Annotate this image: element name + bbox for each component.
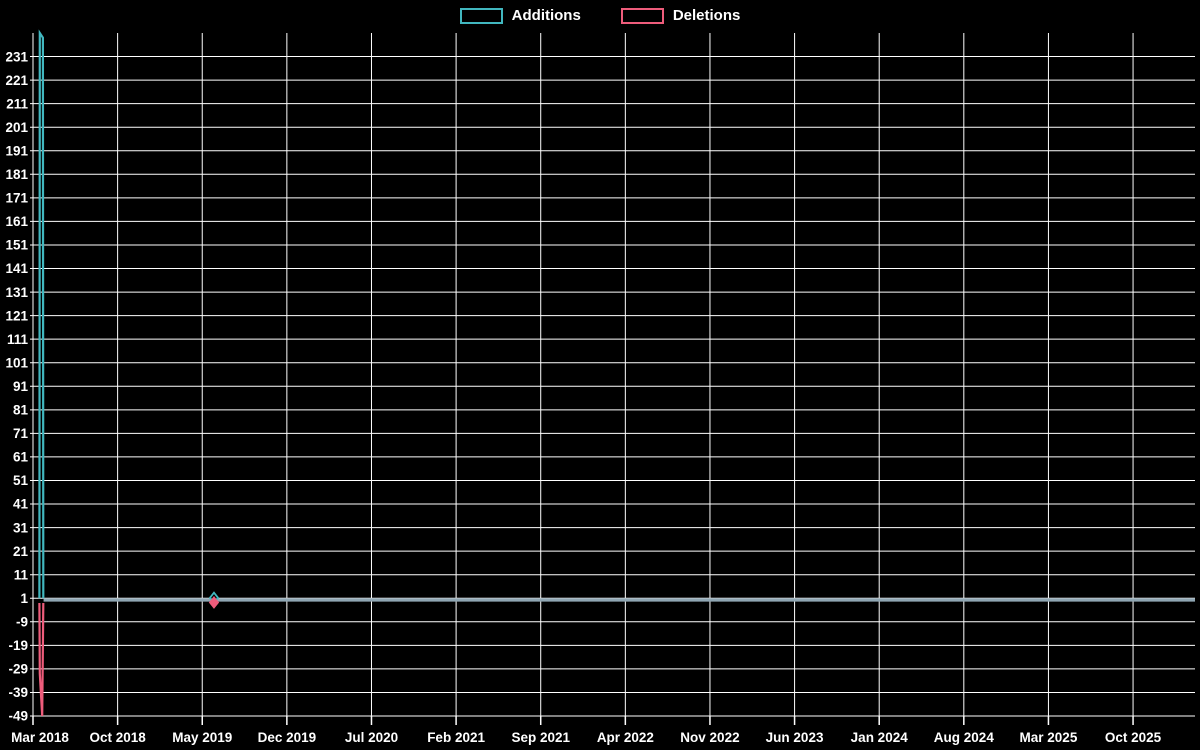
x-tick-label: Mar 2018 xyxy=(11,730,69,745)
x-tick-label: Feb 2021 xyxy=(427,730,485,745)
y-tick-label: 171 xyxy=(5,191,28,206)
y-tick-label: 101 xyxy=(5,355,28,370)
y-tick-label: 161 xyxy=(5,214,28,229)
y-tick-label: 91 xyxy=(13,379,29,394)
legend-label-additions: Additions xyxy=(511,7,581,24)
y-tick-label: -49 xyxy=(8,709,28,724)
y-tick-label: 221 xyxy=(5,73,28,88)
y-tick-label: 231 xyxy=(5,49,28,64)
y-tick-label: 11 xyxy=(14,567,29,582)
y-tick-label: 181 xyxy=(5,167,28,182)
x-tick-label: Jul 2020 xyxy=(345,730,398,745)
y-tick-label: 131 xyxy=(5,285,28,300)
y-tick-label: 151 xyxy=(5,238,28,253)
y-tick-label: 41 xyxy=(13,497,29,512)
x-tick-label: Aug 2024 xyxy=(934,730,995,745)
legend-label-deletions: Deletions xyxy=(672,7,741,24)
additions-swatch-icon xyxy=(459,7,503,24)
deletions-marker-diamond[interactable] xyxy=(208,596,220,609)
x-tick-label: Oct 2018 xyxy=(89,730,146,745)
y-axis-labels: 2312212112011911811711611511411311211111… xyxy=(5,49,28,723)
x-tick-label: Jun 2023 xyxy=(766,730,824,745)
h-gridlines xyxy=(30,56,1195,717)
y-tick-label: 211 xyxy=(6,96,28,111)
y-tick-label: 71 xyxy=(13,426,29,441)
y-tick-label: -19 xyxy=(8,638,28,653)
y-tick-label: 31 xyxy=(13,520,29,535)
y-tick-label: -39 xyxy=(8,685,28,700)
legend-item-additions[interactable]: Additions xyxy=(459,7,581,24)
y-tick-label: 141 xyxy=(5,261,28,276)
x-tick-label: Apr 2022 xyxy=(597,730,654,745)
y-tick-label: -9 xyxy=(16,614,28,629)
y-tick-label: 191 xyxy=(5,143,28,158)
x-tick-label: Nov 2022 xyxy=(680,730,739,745)
deletions-swatch-icon xyxy=(620,7,664,24)
y-tick-label: 61 xyxy=(13,450,29,465)
v-gridlines xyxy=(32,33,1134,725)
x-tick-label: Mar 2025 xyxy=(1020,730,1078,745)
y-tick-label: -29 xyxy=(8,662,28,677)
x-tick-label: Jan 2024 xyxy=(851,730,909,745)
x-tick-label: Dec 2019 xyxy=(258,730,317,745)
x-tick-label: May 2019 xyxy=(172,730,232,745)
y-tick-label: 201 xyxy=(5,120,28,135)
x-tick-label: Oct 2025 xyxy=(1105,730,1162,745)
legend-item-deletions[interactable]: Deletions xyxy=(620,7,741,24)
additions-spike-line xyxy=(38,29,45,599)
y-tick-label: 1 xyxy=(20,591,28,606)
y-tick-label: 21 xyxy=(13,544,29,559)
chart-legend: Additions Deletions xyxy=(0,7,1200,24)
x-axis-labels: Mar 2018 Oct 2018 May 2019 Dec 2019 Jul 2020… xyxy=(11,730,1162,745)
y-tick-label: 81 xyxy=(13,403,29,418)
y-tick-label: 51 xyxy=(13,473,29,488)
y-tick-label: 121 xyxy=(5,308,28,323)
x-tick-label: Sep 2021 xyxy=(511,730,570,745)
deletions-spike-line xyxy=(38,602,45,717)
y-tick-label: 111 xyxy=(7,332,29,347)
